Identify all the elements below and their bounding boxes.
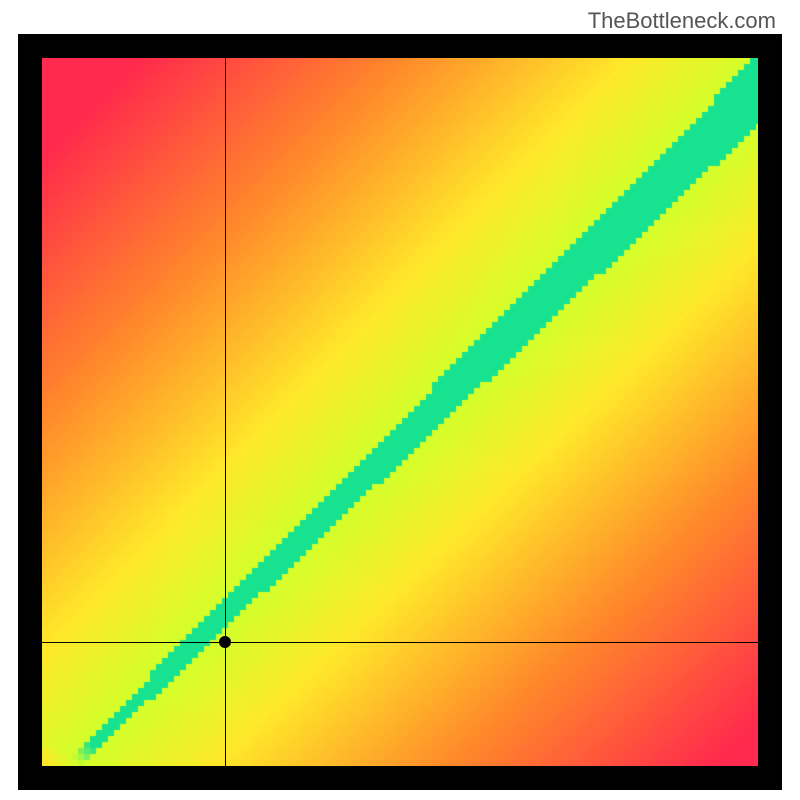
plot-frame (18, 34, 782, 790)
crosshair-vertical (225, 58, 226, 766)
chart-container: TheBottleneck.com (0, 0, 800, 800)
crosshair-horizontal (42, 642, 758, 643)
plot-area (42, 58, 758, 766)
watermark-text: TheBottleneck.com (588, 8, 776, 34)
heatmap-canvas (42, 58, 758, 766)
marker-dot (219, 636, 231, 648)
